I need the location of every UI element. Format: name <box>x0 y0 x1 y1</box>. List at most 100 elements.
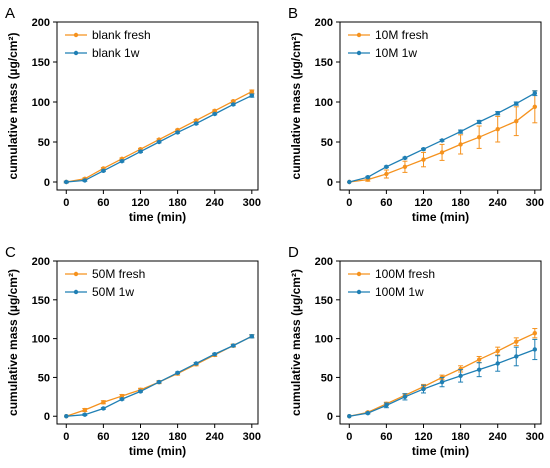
data-point <box>175 370 180 375</box>
y-tick-label: 150 <box>315 295 333 307</box>
data-point <box>231 102 236 107</box>
legend-label: blank fresh <box>92 28 151 42</box>
x-tick-label: 180 <box>168 431 186 443</box>
series-fresh <box>63 89 255 185</box>
series-line <box>66 91 253 183</box>
x-tick-label: 240 <box>489 197 507 209</box>
series-one-week <box>63 93 255 185</box>
x-tick-label: 120 <box>131 197 149 209</box>
y-tick-label: 200 <box>315 17 333 29</box>
x-tick-label: 0 <box>63 197 69 209</box>
data-point <box>82 407 88 413</box>
x-axis-title: time (min) <box>412 210 469 224</box>
data-point <box>101 168 106 173</box>
y-tick-label: 0 <box>44 177 50 189</box>
series-one-week <box>347 338 538 419</box>
data-point <box>495 111 500 116</box>
data-point <box>384 171 389 177</box>
data-point <box>193 121 199 126</box>
data-point <box>402 164 408 169</box>
y-tick-label: 200 <box>32 256 50 268</box>
legend-marker <box>73 289 79 295</box>
data-point <box>532 91 538 96</box>
legend-label: 10M 1w <box>375 46 417 60</box>
data-point <box>476 357 482 362</box>
y-tick-label: 200 <box>32 17 50 29</box>
data-point <box>249 93 255 98</box>
panel-letter: C <box>5 244 16 261</box>
data-point <box>439 379 445 385</box>
x-axis-title: time (min) <box>412 444 469 458</box>
data-point <box>212 351 217 357</box>
data-point <box>231 99 236 104</box>
y-axis-title: cumulative mass (µg/cm²) <box>289 269 303 416</box>
panel-letter: B <box>288 5 298 22</box>
x-tick-label: 0 <box>346 431 352 443</box>
y-tick-label: 50 <box>38 137 50 149</box>
series-fresh <box>347 90 538 185</box>
series-line <box>66 335 253 417</box>
x-tick-label: 120 <box>131 431 149 443</box>
data-point <box>119 393 125 399</box>
x-tick-label: 0 <box>346 197 352 209</box>
data-point <box>249 89 255 94</box>
legend-label: 50M 1w <box>92 285 134 299</box>
y-tick-label: 0 <box>327 177 333 189</box>
legend-marker <box>73 32 79 38</box>
x-tick-label: 180 <box>451 431 469 443</box>
data-point <box>384 403 389 408</box>
panel-letter: D <box>288 244 299 261</box>
x-tick-label: 120 <box>414 431 432 443</box>
data-point <box>101 406 106 411</box>
x-tick-label: 180 <box>451 197 469 209</box>
legend-label: 100M fresh <box>375 267 435 281</box>
y-tick-label: 0 <box>327 411 333 423</box>
y-tick-label: 100 <box>315 334 333 346</box>
chart-panel-c: C 0 60 120 180 240 300 0 50 100 150 200 time (min) cu… <box>5 244 261 458</box>
panel-letter: A <box>5 5 15 22</box>
data-point <box>421 386 426 392</box>
data-point <box>458 129 463 134</box>
series-line <box>349 92 536 183</box>
data-point <box>514 339 519 344</box>
legend-label: 100M 1w <box>375 285 424 299</box>
y-tick-label: 150 <box>32 57 50 69</box>
data-point <box>156 379 162 385</box>
data-point <box>495 127 500 132</box>
data-point <box>119 396 125 402</box>
x-tick-label: 240 <box>206 197 224 209</box>
data-point <box>193 118 199 123</box>
x-tick-label: 60 <box>97 431 109 443</box>
y-axis-title: cumulative mass (µg/cm²) <box>6 269 20 416</box>
x-tick-label: 300 <box>526 197 544 209</box>
data-point <box>532 104 538 110</box>
legend-marker <box>356 271 362 277</box>
x-tick-label: 240 <box>206 431 224 443</box>
data-point <box>365 175 371 180</box>
y-tick-label: 50 <box>38 372 50 384</box>
data-point <box>64 414 69 419</box>
chart-panel-a: A 0 60 120 180 240 300 0 50 100 150 200 time (min) cu… <box>5 5 261 224</box>
data-point <box>514 119 519 124</box>
legend-marker <box>73 50 79 56</box>
data-point <box>384 164 389 169</box>
y-tick-label: 150 <box>315 57 333 69</box>
data-point <box>439 138 445 143</box>
data-point <box>402 394 408 400</box>
chart-panel-d: D 0 60 120 180 240 300 0 50 100 150 200 time (min) cu… <box>288 244 544 458</box>
y-tick-label: 100 <box>32 334 50 346</box>
data-point <box>64 179 69 185</box>
x-tick-label: 300 <box>243 197 261 209</box>
x-tick-label: 240 <box>489 431 507 443</box>
plot-frame <box>56 260 259 425</box>
legend-label: blank 1w <box>92 46 140 60</box>
data-point <box>175 130 180 135</box>
legend-marker <box>356 32 362 38</box>
series-line <box>66 335 253 417</box>
data-point <box>421 147 426 152</box>
data-point <box>476 367 482 372</box>
data-point <box>101 400 106 405</box>
data-point <box>514 101 519 106</box>
data-point <box>476 119 482 125</box>
